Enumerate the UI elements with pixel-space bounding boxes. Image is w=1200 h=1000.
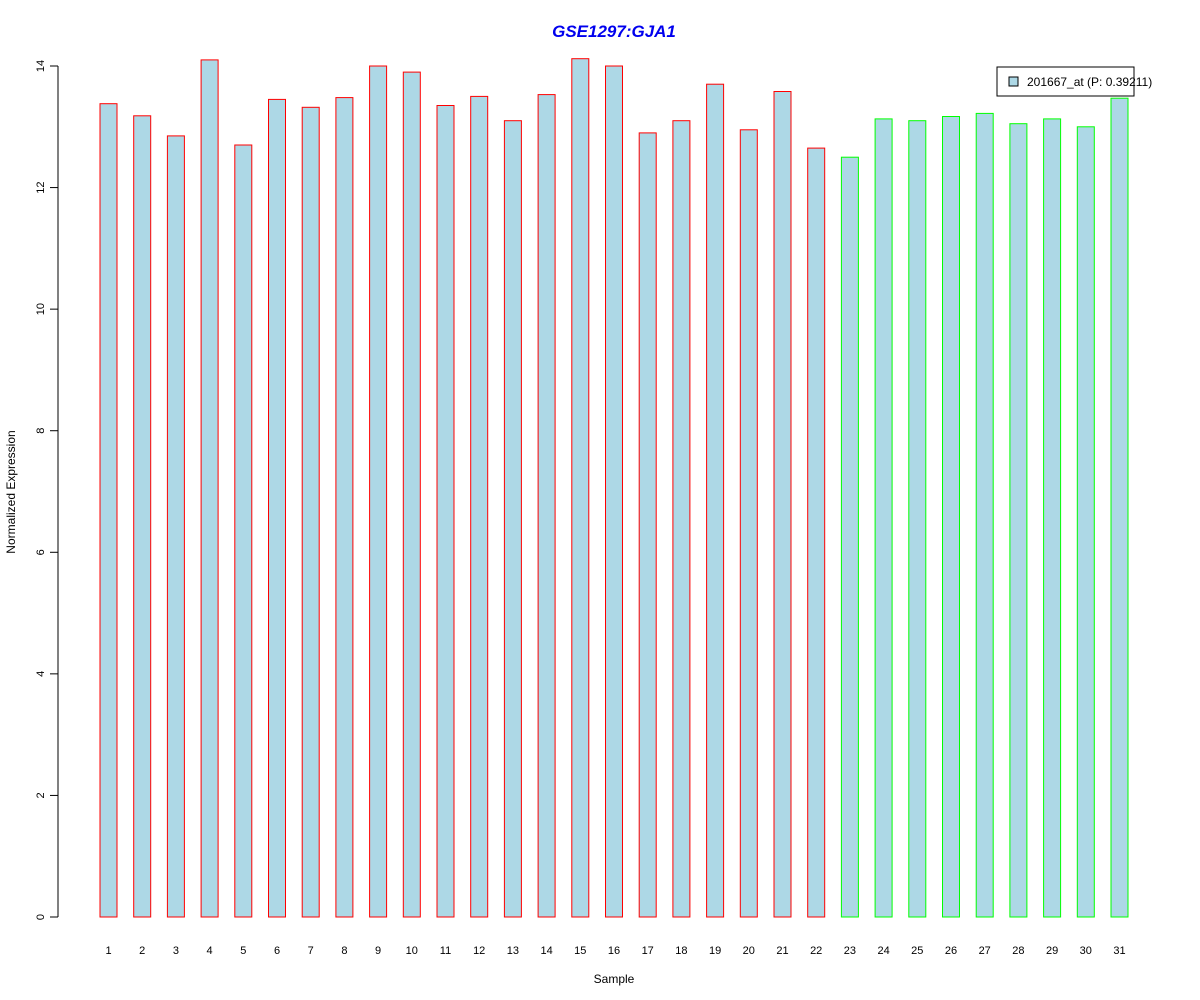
- x-tick-label: 26: [945, 945, 957, 957]
- x-tick-label: 31: [1113, 945, 1125, 957]
- bar-sample-2: [133, 115, 152, 918]
- x-tick-label: 14: [540, 945, 552, 957]
- bar-sample-12: [470, 95, 489, 918]
- bar-sample-25: [908, 120, 927, 918]
- x-tick-label: 13: [507, 945, 519, 957]
- x-tick-label: 20: [743, 945, 755, 957]
- bar-sample-22: [807, 147, 826, 918]
- x-tick-label: 2: [139, 945, 145, 957]
- bar-sample-14: [537, 94, 556, 918]
- bar-sample-21: [773, 91, 792, 918]
- bar-sample-16: [605, 65, 623, 918]
- chart-title: GSE1297:GJA1: [552, 22, 676, 41]
- legend: 201667_at (P: 0.39211): [996, 66, 1152, 97]
- x-tick-label: 5: [240, 945, 246, 957]
- x-tick-label: 10: [406, 945, 418, 957]
- y-tick-label: 10: [35, 303, 47, 315]
- x-axis-label: Sample: [594, 972, 635, 986]
- bar-sample-1: [99, 103, 118, 918]
- bar-sample-26: [942, 116, 960, 918]
- y-axis: 0 2 4 6 8 10 12 14: [35, 60, 59, 920]
- x-tick-label: 29: [1046, 945, 1058, 957]
- x-tick-label: 11: [440, 945, 451, 957]
- y-tick-label: 6: [35, 549, 47, 555]
- bar-sample-31: [1110, 97, 1129, 918]
- y-tick-label: 0: [35, 914, 47, 920]
- bar-sample-5: [234, 144, 253, 918]
- bar-sample-13: [503, 120, 522, 918]
- x-tick-label: 9: [375, 945, 381, 957]
- bar-sample-7: [301, 106, 320, 918]
- bar-sample-17: [638, 132, 657, 918]
- bar-sample-19: [706, 83, 725, 918]
- bar-sample-29: [1043, 118, 1062, 918]
- x-tick-label: 1: [105, 945, 111, 957]
- x-tick-label: 25: [911, 945, 923, 957]
- bar-sample-23: [840, 156, 859, 918]
- x-tick-label: 7: [308, 945, 314, 957]
- x-tick-label: 8: [341, 945, 347, 957]
- x-tick-label: 22: [810, 945, 822, 957]
- x-tick-label: 21: [776, 945, 788, 957]
- x-tick-label: 23: [844, 945, 856, 957]
- bar-sample-27: [975, 112, 994, 918]
- x-tick-label: 27: [979, 945, 991, 957]
- x-tick-labels: 1 2 3 4 5 6 7 8 9 10 11 12 13 14 15 16 17 18 19 20 21 22 23 24 2…: [105, 945, 1125, 957]
- x-tick-label: 16: [608, 945, 620, 957]
- legend-label: 201667_at (P: 0.39211): [1027, 75, 1152, 89]
- bar-sample-4: [200, 59, 219, 918]
- bar-sample-30: [1076, 126, 1095, 918]
- bar-sample-11: [436, 105, 455, 918]
- bar-sample-8: [335, 97, 354, 918]
- bar-sample-18: [672, 120, 691, 918]
- y-tick-label: 4: [35, 671, 47, 677]
- bar-sample-6: [268, 98, 286, 918]
- bar-sample-20: [739, 129, 758, 918]
- x-tick-label: 15: [574, 945, 586, 957]
- y-tick-label: 8: [35, 428, 47, 434]
- x-tick-label: 18: [675, 945, 687, 957]
- y-axis-label: Normalized Expression: [4, 430, 18, 553]
- x-tick-label: 19: [709, 945, 721, 957]
- bar-sample-15: [571, 58, 590, 918]
- y-tick-label: 2: [35, 792, 47, 798]
- x-tick-label: 30: [1080, 945, 1092, 957]
- y-tick-label: 12: [35, 181, 47, 193]
- x-tick-label: 3: [173, 945, 179, 957]
- bar-sample-24: [874, 118, 893, 918]
- bar-sample-9: [369, 65, 388, 918]
- x-tick-label: 12: [473, 945, 485, 957]
- x-tick-label: 17: [642, 945, 654, 957]
- bar-sample-10: [402, 71, 421, 918]
- x-tick-label: 28: [1012, 945, 1024, 957]
- legend-swatch: [1008, 76, 1019, 87]
- bar-sample-3: [166, 135, 185, 918]
- y-tick-label: 14: [35, 60, 47, 72]
- legend-box: [996, 66, 1135, 97]
- bar-sample-28: [1009, 123, 1028, 918]
- x-tick-label: 24: [877, 945, 889, 957]
- x-tick-label: 4: [207, 945, 213, 957]
- x-tick-label: 6: [274, 945, 280, 957]
- bars: [99, 58, 1129, 918]
